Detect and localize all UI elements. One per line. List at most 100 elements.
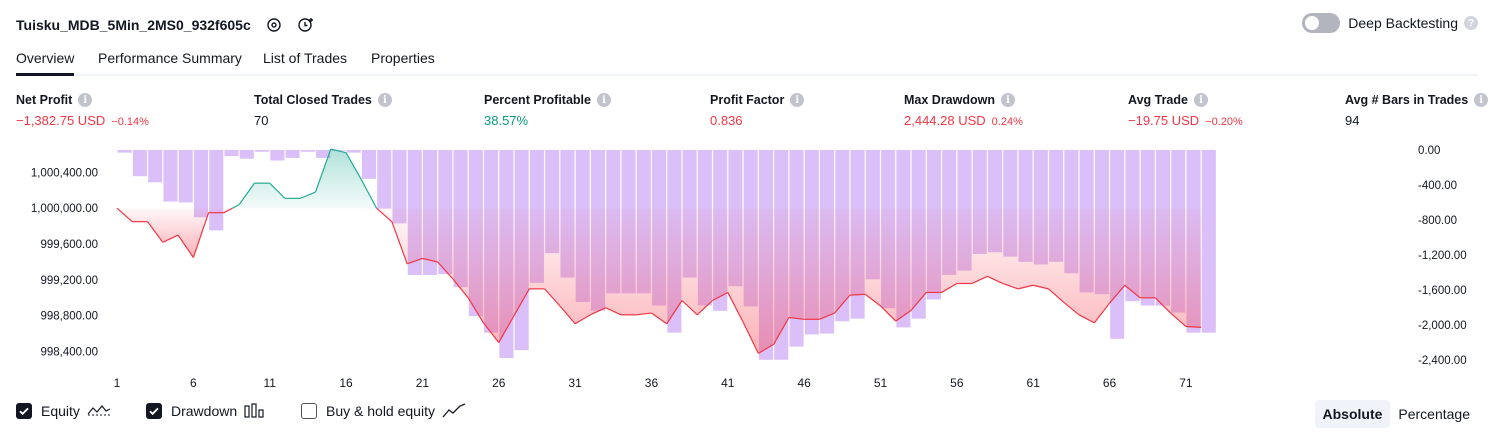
equity-line-segment	[269, 182, 286, 199]
equity-line-segment	[406, 257, 423, 265]
equity-line-segment	[742, 321, 759, 354]
metric-label: Profit Factor	[710, 93, 785, 107]
help-icon[interactable]: ?	[1464, 16, 1478, 30]
strategy-name: Tuisku_MDB_5Min_2MS0_932f605c	[16, 17, 251, 33]
equity-line-segment	[773, 317, 790, 345]
drawdown-bar	[117, 150, 132, 153]
buy-hold-line-icon	[442, 403, 466, 419]
drawdown-bar	[346, 150, 361, 153]
equity-line-segment	[1185, 325, 1202, 328]
left-axis-tick-label: 999,600.00	[40, 239, 98, 251]
equity-line-segment	[758, 343, 774, 354]
equity-line-segment	[1154, 297, 1172, 314]
tab-performance-summary[interactable]: Performance Summary	[98, 50, 242, 66]
equity-line-segment	[987, 275, 1003, 285]
x-axis-tick-label: 61	[1027, 376, 1041, 390]
metric-value: 70	[254, 113, 269, 128]
equity-line-segment	[314, 148, 332, 193]
equity-line-segment	[574, 314, 591, 325]
equity-line-segment	[238, 182, 255, 205]
drawdown-bar	[1201, 150, 1216, 333]
info-icon[interactable]: i	[377, 93, 392, 107]
equity-line-segment	[147, 221, 164, 243]
equity-line-segment	[590, 307, 606, 316]
equity-line-segment	[712, 291, 729, 302]
equity-line-segment	[834, 294, 851, 314]
equity-checkbox[interactable]	[16, 403, 32, 419]
equity-line-segment	[696, 300, 713, 316]
drawdown-bar	[209, 150, 224, 231]
equity-line-segment	[376, 207, 393, 223]
mode-absolute-button[interactable]: Absolute	[1314, 400, 1391, 428]
right-axis-tick-label: -2,000.00	[1418, 320, 1467, 332]
metric-label: Avg # Bars in Trades	[1345, 93, 1469, 107]
x-axis-tick-label: 36	[645, 376, 659, 390]
settings-gear-icon[interactable]	[265, 16, 283, 34]
equity-line-segment	[1002, 282, 1019, 290]
equity-line-segment	[544, 288, 561, 307]
info-icon[interactable]: i	[790, 93, 805, 107]
equity-line-segment	[498, 315, 515, 343]
left-axis-tick-label: 1,000,400.00	[31, 167, 98, 179]
drawdown-bar	[132, 150, 147, 177]
mode-percentage-button[interactable]: Percentage	[1398, 406, 1470, 422]
equity-line-segment	[1170, 312, 1187, 327]
equity-line-segment	[422, 257, 438, 263]
equity-line-segment	[559, 305, 576, 325]
legend-drawdown[interactable]: Drawdown	[146, 403, 266, 419]
equity-line-segment	[467, 297, 484, 324]
equity-line-segment	[162, 234, 179, 243]
info-icon[interactable]: i	[596, 93, 611, 107]
metric-value: 94	[1345, 113, 1360, 128]
equity-loss-area	[376, 208, 1202, 354]
drawdown-bar	[148, 150, 163, 183]
equity-line-segment	[880, 305, 897, 322]
equity-line-segment	[605, 307, 622, 316]
right-axis-tick-label: -1,600.00	[1418, 285, 1467, 297]
legend-equity[interactable]: Equity	[16, 403, 111, 419]
equity-line-segment	[452, 278, 469, 299]
x-axis-tick-label: 16	[339, 376, 353, 390]
info-icon[interactable]: i	[1474, 93, 1489, 107]
metric-avg-bars-in-trades: Avg # Bars in Trades i 94	[1345, 93, 1489, 128]
x-axis-tick-label: 21	[416, 376, 430, 390]
strategy-header: Tuisku_MDB_5Min_2MS0_932f605c	[16, 14, 315, 36]
right-axis-tick-label: -2,400.00	[1418, 355, 1467, 367]
equity-loss-area	[117, 208, 233, 258]
tab-overview[interactable]: Overview	[16, 50, 75, 76]
equity-line-segment	[910, 292, 927, 311]
add-alert-clock-icon[interactable]	[297, 16, 315, 34]
equity-line-segment	[345, 152, 362, 180]
deep-backtesting-toggle[interactable]	[1302, 13, 1341, 33]
x-axis-tick-label: 41	[721, 376, 735, 390]
right-axis-tick-label: -800.00	[1418, 215, 1457, 227]
x-axis-tick-label: 6	[190, 376, 197, 390]
equity-line-segment	[1048, 288, 1065, 303]
drawdown-bar	[316, 150, 331, 158]
tab-list-of-trades[interactable]: List of Trades	[263, 50, 348, 66]
metric-max-drawdown: Max Drawdown i 2,444.28 USD 0.24%	[904, 93, 1023, 128]
info-icon[interactable]: i	[78, 93, 93, 107]
metric-label: Max Drawdown	[904, 93, 995, 107]
legend-buy-hold-equity[interactable]: Buy & hold equity	[301, 403, 466, 419]
drawdown-checkbox[interactable]	[146, 403, 162, 419]
metric-value: 2,444.28 USD	[904, 113, 986, 128]
tab-properties[interactable]: Properties	[371, 50, 435, 66]
equity-line-segment	[483, 322, 500, 343]
metric-percent: 0.24%	[991, 116, 1023, 128]
equity-line-segment	[727, 292, 744, 323]
equity-line-segment	[1109, 284, 1126, 304]
report-tabs: Overview Performance Summary List of Tra…	[16, 46, 1478, 76]
equity-line-segment	[223, 207, 233, 214]
info-icon[interactable]: i	[1193, 93, 1208, 107]
equity-line-segment	[300, 191, 316, 199]
equity-drawdown-chart: 1,000,400.00 1,000,000.00 999,600.00 999,20…	[31, 145, 1467, 390]
buy-hold-checkbox[interactable]	[301, 403, 317, 419]
equity-line-segment	[849, 293, 866, 296]
equity-line-segment	[895, 309, 912, 322]
info-icon[interactable]: i	[1001, 93, 1015, 107]
left-axis-tick-label: 999,200.00	[40, 275, 98, 287]
legend-label: Buy & hold equity	[326, 403, 435, 419]
equity-line-segment	[636, 312, 652, 316]
equity-line-segment	[1093, 302, 1111, 324]
